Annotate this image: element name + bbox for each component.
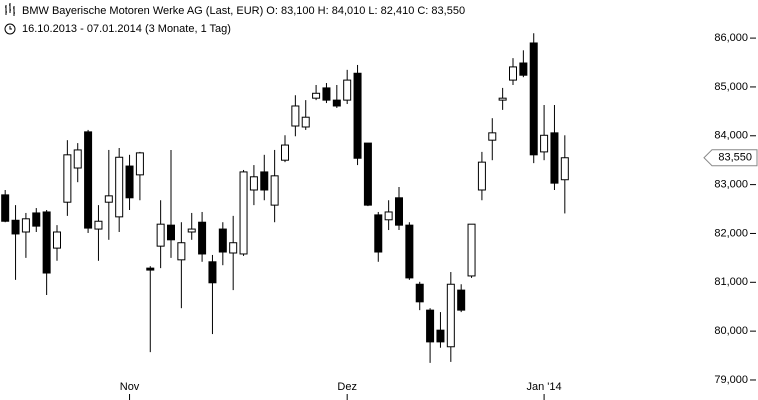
candle-body (229, 242, 238, 254)
y-tick-label: 86,000 (714, 32, 748, 44)
candle-body (519, 62, 528, 76)
candle-body (436, 329, 445, 343)
candle-body (457, 289, 466, 311)
candle-body (135, 152, 144, 176)
candle-body (322, 87, 331, 101)
last-price-label: 83,550 (718, 152, 752, 164)
candle-body (187, 228, 196, 233)
candle-body (249, 176, 258, 191)
clock-icon (4, 23, 16, 35)
candle-body (281, 144, 289, 161)
y-tick-label: 82,000 (714, 227, 748, 239)
candle-body (312, 92, 321, 99)
candle-body (115, 156, 124, 218)
y-tick-label: 85,000 (714, 81, 748, 93)
candle-body (198, 221, 207, 255)
y-tick-label: 83,000 (714, 179, 748, 191)
candle-body (550, 132, 559, 184)
candle-body (167, 224, 175, 241)
candle-body (363, 142, 372, 206)
candle-body (42, 211, 51, 274)
candle-body (125, 165, 134, 199)
candle-body (509, 66, 517, 81)
y-tick-label: 84,000 (714, 130, 748, 142)
chart-subtitle: 16.10.2013 - 07.01.2014 (3 Monate, 1 Tag… (22, 23, 231, 35)
candle-body (291, 105, 300, 127)
candle-body (467, 223, 476, 277)
x-tick-label: Nov (120, 381, 140, 393)
y-tick-label: 80,000 (714, 325, 748, 337)
x-tick-label: Dez (337, 381, 357, 393)
candle-body (498, 97, 507, 101)
chart-title: BMW Bayerische Motoren Werke AG (Last, E… (22, 5, 465, 17)
chart-icon (5, 3, 15, 16)
candle-body (208, 261, 217, 284)
candle-body (94, 220, 103, 230)
candle-body (488, 132, 497, 141)
candle-body (73, 149, 82, 169)
candle-body (529, 42, 538, 156)
candle-body (84, 131, 93, 229)
candle-body (21, 218, 30, 233)
last-price-marker (703, 149, 758, 167)
candle-body (63, 154, 72, 203)
candle-body (1, 194, 10, 222)
candle-body (395, 197, 403, 226)
candle-body (260, 171, 269, 191)
candle-body (477, 161, 486, 191)
candle-body (353, 72, 362, 159)
y-tick-label: 81,000 (714, 276, 748, 288)
candle-body (446, 283, 455, 348)
y-tick-label: 79,000 (714, 374, 748, 386)
x-tick-label: Jan '14 (527, 381, 562, 393)
candle-body (405, 224, 414, 279)
candle-body (32, 212, 41, 227)
candle-body (560, 157, 569, 181)
candle-body (53, 231, 61, 249)
candle-body (540, 134, 549, 153)
candle-body (301, 116, 310, 128)
candle-body (384, 211, 393, 221)
candle-body (415, 283, 424, 303)
candle-body (374, 214, 383, 253)
candle-body (332, 99, 341, 107)
candle-body (239, 171, 248, 255)
candle-body (343, 79, 352, 101)
candle-body (218, 228, 227, 253)
candle-body (11, 219, 20, 235)
candle-body (146, 267, 155, 271)
candle-body (177, 242, 186, 261)
candle-body (156, 223, 165, 247)
candle-body (270, 175, 279, 206)
candle-body (104, 195, 113, 203)
candle-body (426, 309, 435, 343)
